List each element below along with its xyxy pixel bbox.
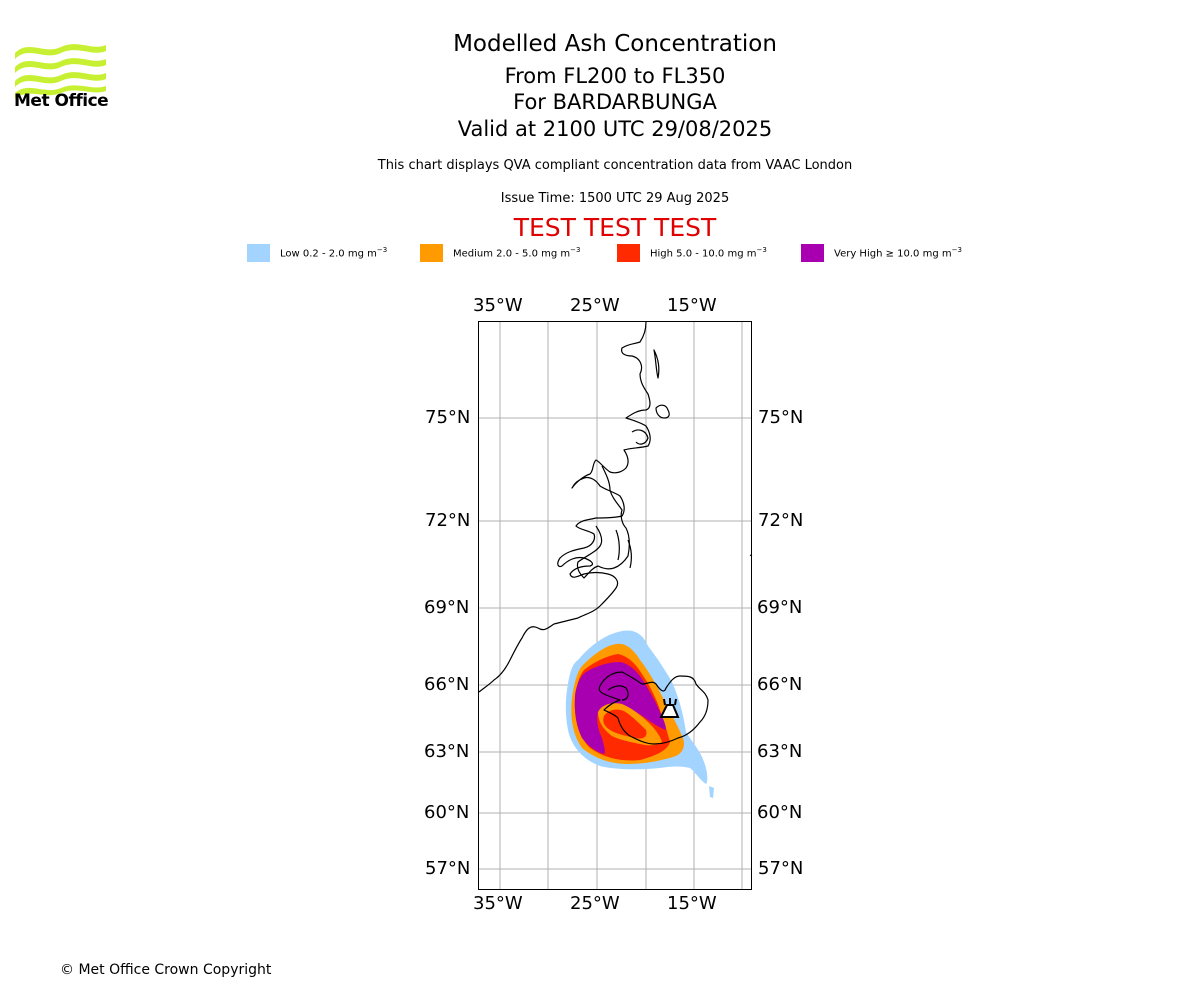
legend-swatch-medium [420, 244, 443, 262]
met-office-logo-icon [15, 44, 106, 99]
legend-label-high: High 5.0 - 10.0 mg m−3 [650, 246, 767, 260]
lon-label-top-35w: 35°W [473, 295, 523, 316]
lat-label-left-57n: 57°N [425, 858, 471, 879]
lat-label-left-72n: 72°N [425, 510, 471, 531]
chart-description: This chart displays QVA compliant concen… [377, 158, 853, 173]
flight-level-range: From FL200 to FL350 [504, 64, 726, 88]
iceland-west-detail [607, 685, 629, 701]
lat-label-right-63n: 63°N [757, 741, 803, 762]
lon-label-bottom-15w: 15°W [667, 893, 717, 914]
lon-label-top-25w: 25°W [570, 295, 620, 316]
legend-swatch-low [247, 244, 270, 262]
lat-label-left-60n: 60°N [424, 802, 470, 823]
volcano-name: For BARDARBUNGA [513, 90, 717, 114]
legend-label-medium: Medium 2.0 - 5.0 mg m−3 [453, 246, 581, 260]
greenland-inlet-3 [631, 429, 649, 445]
legend-label-very-high: Very High ≥ 10.0 mg m−3 [834, 246, 962, 260]
legend-swatch-very-high [801, 244, 824, 262]
lon-label-bottom-35w: 35°W [473, 893, 523, 914]
lat-label-right-75n: 75°N [758, 407, 804, 428]
valid-time: Valid at 2100 UTC 29/08/2025 [457, 117, 773, 141]
lat-label-right-72n: 72°N [758, 510, 804, 531]
greenland-inlet-5 [627, 539, 632, 569]
issue-time: Issue Time: 1500 UTC 29 Aug 2025 [500, 191, 730, 206]
lat-label-right-60n: 60°N [757, 802, 803, 823]
lat-label-right-66n: 66°N [757, 674, 803, 695]
met-office-logo-text: Met Office [14, 91, 109, 111]
legend-label-low: Low 0.2 - 2.0 mg m−3 [280, 246, 388, 260]
copyright-notice: © Met Office Crown Copyright [60, 962, 272, 978]
volcano-icon [659, 698, 680, 718]
iceland-coastline [598, 671, 709, 745]
coastlines [478, 321, 753, 745]
lat-label-right-69n: 69°N [757, 597, 803, 618]
map-background [478, 321, 752, 890]
lon-label-bottom-25w: 25°W [570, 893, 620, 914]
lat-label-left-75n: 75°N [425, 407, 471, 428]
lon-label-top-15w: 15°W [667, 295, 717, 316]
greenland-coastline [478, 321, 651, 693]
ash-area-low-fleck [709, 786, 714, 798]
lat-label-left-63n: 63°N [424, 741, 470, 762]
greenland-inlet-1 [653, 349, 660, 379]
greenland-inlet-2 [655, 404, 670, 419]
ash-map [478, 321, 753, 890]
lat-label-right-57n: 57°N [758, 858, 804, 879]
test-banner: TEST TEST TEST [513, 213, 717, 242]
lat-label-left-69n: 69°N [424, 597, 470, 618]
legend-swatch-high [617, 244, 640, 262]
greenland-coast-detail [576, 465, 630, 579]
ash-ring-inner-high [603, 709, 647, 739]
greenland-inlet-4 [615, 529, 620, 561]
chart-title: Modelled Ash Concentration [453, 31, 777, 57]
map-frame [478, 321, 752, 890]
lat-label-left-66n: 66°N [424, 674, 470, 695]
ash-area-very-high [574, 662, 666, 754]
